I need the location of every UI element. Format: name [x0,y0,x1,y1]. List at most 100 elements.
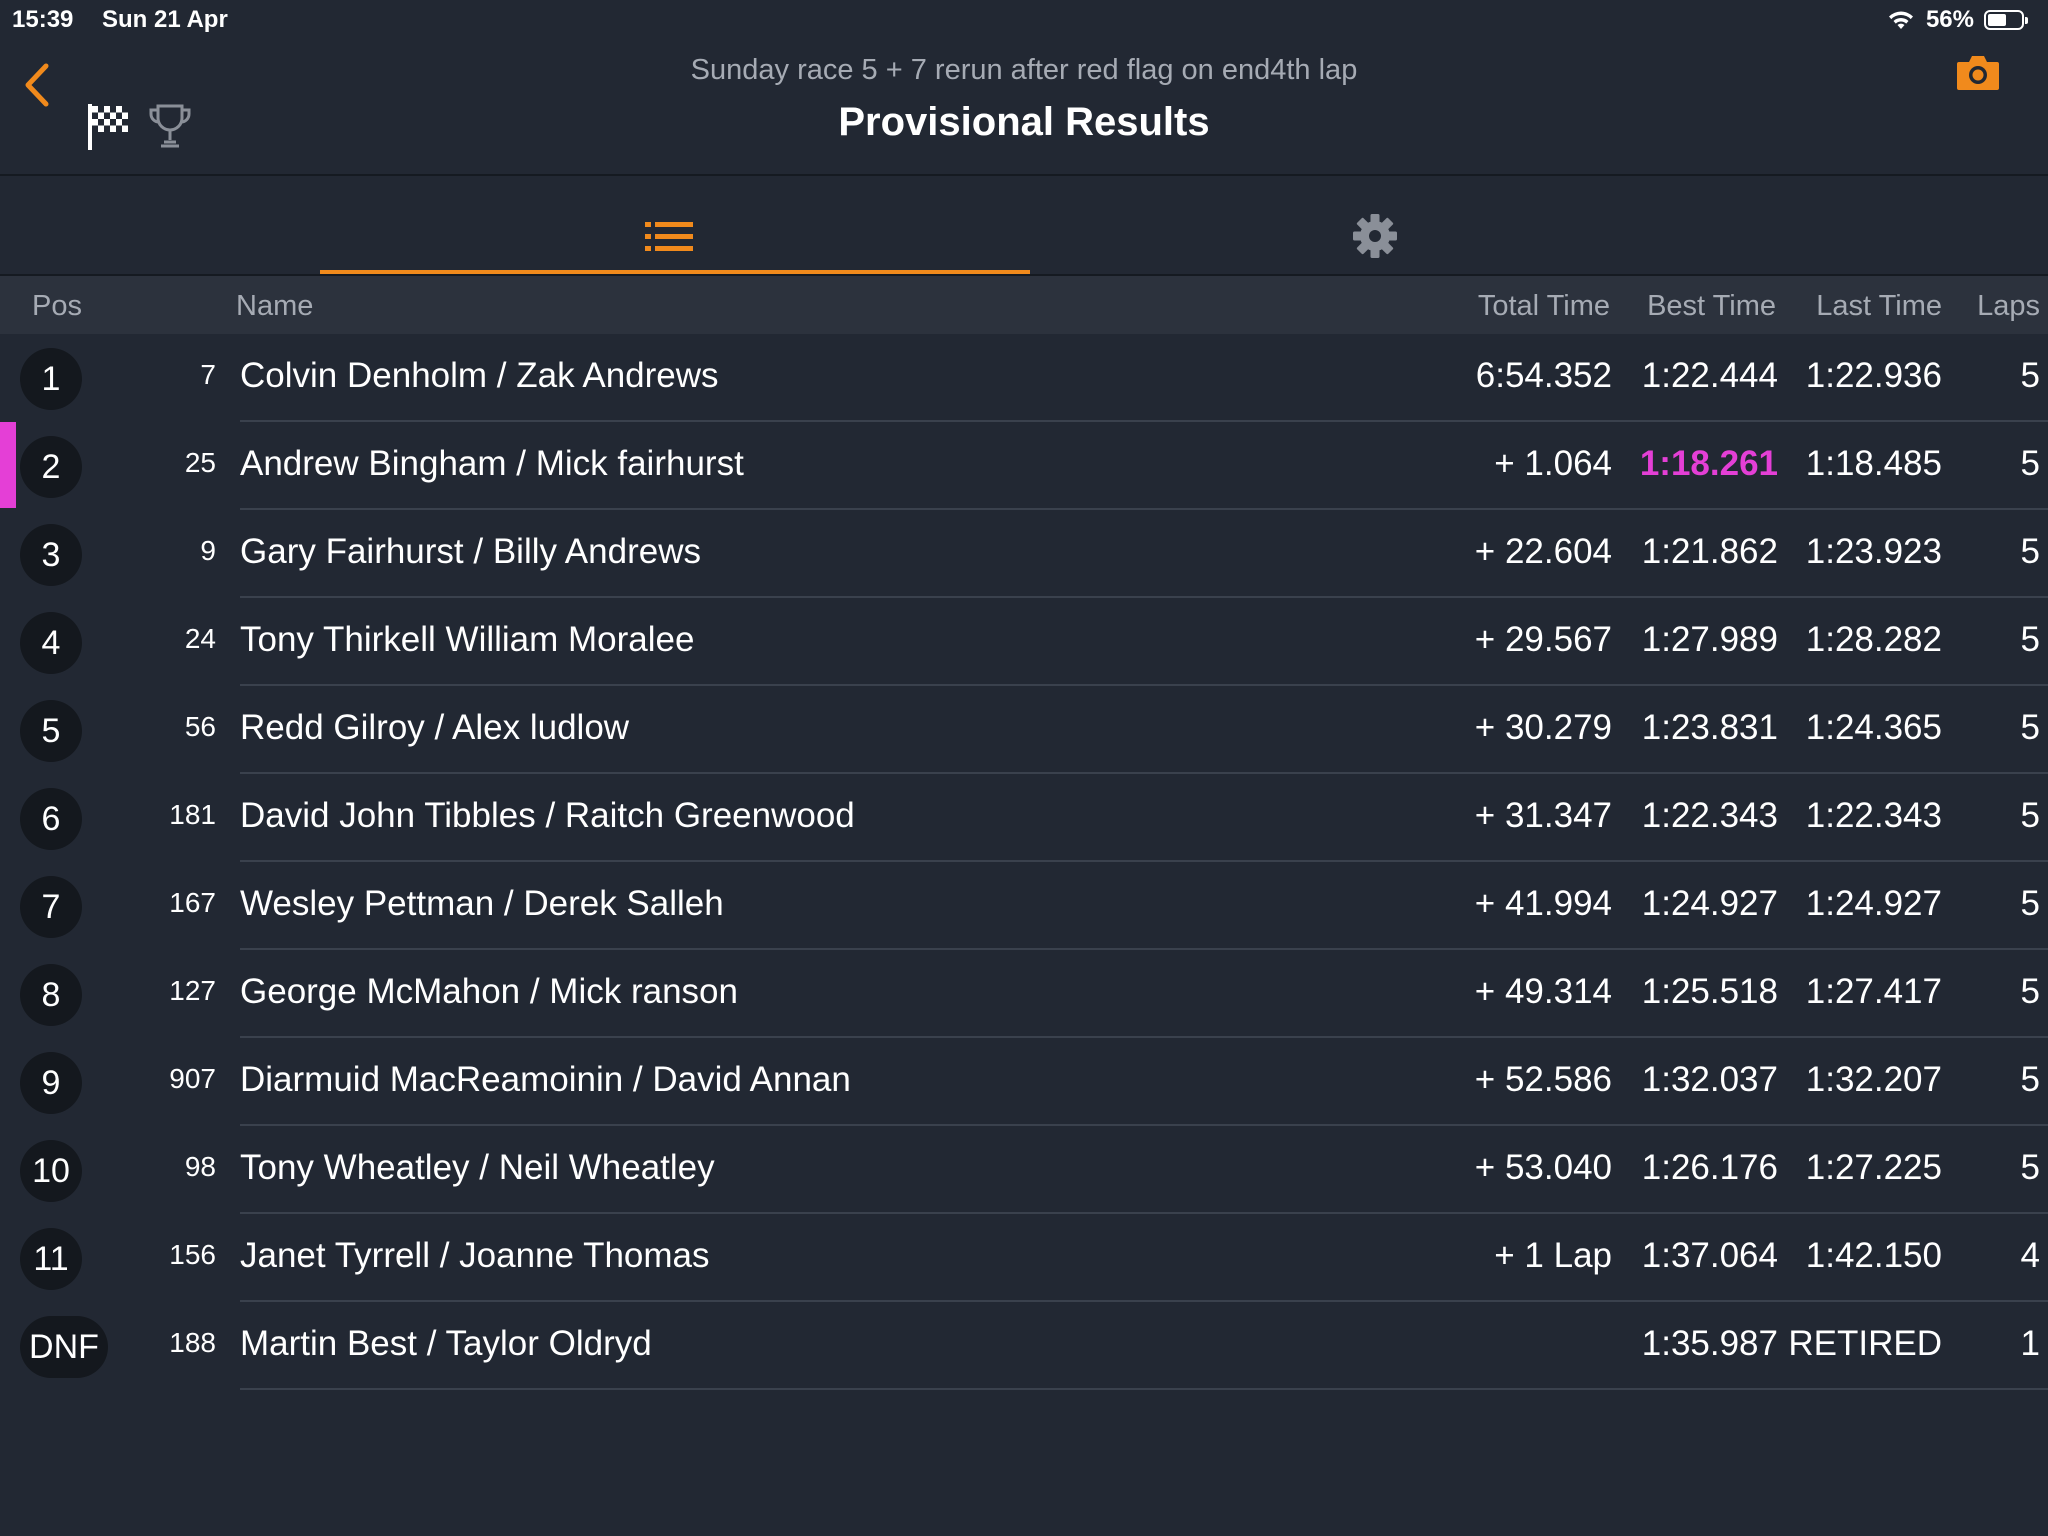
col-header-total-time[interactable]: Total Time [1477,290,1610,322]
status-bar: 15:39 Sun 21 Apr 56% [0,0,2048,40]
total-time: + 29.567 [1474,620,1612,659]
col-header-name[interactable]: Name [236,290,314,322]
total-time: + 1 Lap [1494,1236,1612,1275]
last-time: RETIRED [1788,1324,1942,1363]
gear-icon [1353,214,1397,258]
trophy-icon[interactable] [148,102,192,150]
row-marker [0,1302,16,1388]
last-time: 1:22.343 [1805,796,1942,835]
laps-count: 5 [2020,620,2040,659]
col-header-last-time[interactable]: Last Time [1816,290,1942,322]
best-time: 1:22.343 [1641,796,1778,835]
best-time: 1:25.518 [1641,972,1778,1011]
table-row[interactable]: 10 98 Tony Wheatley / Neil Wheatley + 53.04… [0,1126,2048,1214]
driver-names: Janet Tyrrell / Joanne Thomas [240,1236,710,1275]
driver-names: Wesley Pettman / Derek Salleh [240,884,724,923]
row-marker [0,774,16,860]
position-badge: 2 [20,436,82,498]
wifi-icon [1888,11,1913,29]
best-time: 1:23.831 [1641,708,1778,747]
last-time: 1:32.207 [1805,1060,1942,1099]
total-time: + 53.040 [1474,1148,1612,1187]
table-row[interactable]: 7 167 Wesley Pettman / Derek Salleh + 41.99… [0,862,2048,950]
car-number: 98 [184,1151,216,1182]
laps-count: 5 [2020,356,2040,395]
battery-fill [1988,14,2006,26]
position-badge: 5 [20,700,82,762]
laps-count: 5 [2020,972,2040,1011]
last-time: 1:42.150 [1805,1236,1942,1275]
last-time: 1:22.936 [1805,356,1942,395]
total-time: 6:54.352 [1475,356,1612,395]
car-number: 167 [169,887,216,918]
laps-count: 1 [2020,1324,2040,1363]
laps-count: 5 [2020,1148,2040,1187]
status-date: Sun 21 Apr [102,6,228,33]
table-row[interactable]: 11 156 Janet Tyrrell / Joanne Thomas + 1 La… [0,1214,2048,1302]
race-subtitle: Sunday race 5 + 7 rerun after red flag o… [690,54,1358,86]
driver-names: Martin Best / Taylor Oldryd [240,1324,652,1363]
car-number: 127 [169,975,216,1006]
best-time: 1:22.444 [1641,356,1778,395]
back-chevron-icon[interactable] [18,60,58,110]
row-marker [0,598,16,684]
nav-header: Sunday race 5 + 7 rerun after red flag o… [0,40,2048,176]
laps-count: 4 [2020,1236,2040,1275]
laps-count: 5 [2020,532,2040,571]
position-badge: 8 [20,964,82,1026]
driver-names: David John Tibbles / Raitch Greenwood [240,796,855,835]
table-row[interactable]: 3 9 Gary Fairhurst / Billy Andrews + 22.604… [0,510,2048,598]
driver-names: Andrew Bingham / Mick fairhurst [240,444,744,483]
laps-count: 5 [2020,444,2040,483]
car-number: 907 [169,1063,216,1094]
total-time: + 22.604 [1474,532,1612,571]
camera-icon[interactable] [1955,52,2001,92]
car-number: 24 [184,623,216,654]
best-time: 1:27.989 [1641,620,1778,659]
table-row[interactable]: 9 907 Diarmuid MacReamoinin / David Annan +… [0,1038,2048,1126]
driver-names: Tony Thirkell William Moralee [240,620,695,659]
last-time: 1:24.927 [1805,884,1942,923]
col-header-best-time[interactable]: Best Time [1647,290,1776,322]
total-time: + 49.314 [1474,972,1612,1011]
laps-count: 5 [2020,1060,2040,1099]
best-time: 1:24.927 [1641,884,1778,923]
col-header-laps[interactable]: Laps [1977,290,2040,322]
laps-count: 5 [2020,708,2040,747]
driver-names: Diarmuid MacReamoinin / David Annan [240,1060,851,1099]
table-row[interactable]: 5 56 Redd Gilroy / Alex ludlow + 30.279 1:23… [0,686,2048,774]
position-badge: 7 [20,876,82,938]
checkered-flag-icon[interactable] [86,102,130,152]
table-row[interactable]: 6 181 David John Tibbles / Raitch Greenwoo… [0,774,2048,862]
driver-names: Colvin Denholm / Zak Andrews [240,356,719,395]
row-marker [0,1038,16,1124]
position-badge: 4 [20,612,82,674]
view-tabs [0,176,2048,276]
row-marker [0,862,16,948]
table-row[interactable]: 4 24 Tony Thirkell William Moralee + 29.567… [0,598,2048,686]
row-marker [0,686,16,772]
col-header-pos[interactable]: Pos [32,290,82,322]
position-badge: 6 [20,788,82,850]
best-time: 1:21.862 [1641,532,1778,571]
car-number: 25 [184,447,216,478]
best-time: 1:32.037 [1641,1060,1778,1099]
tab-results-list[interactable] [320,176,1030,274]
tab-settings[interactable] [1030,176,1720,274]
laps-count: 5 [2020,884,2040,923]
car-number: 9 [200,535,216,566]
driver-names: George McMahon / Mick ranson [240,972,738,1011]
driver-names: Tony Wheatley / Neil Wheatley [240,1148,715,1187]
last-time: 1:23.923 [1805,532,1942,571]
table-row[interactable]: 8 127 George McMahon / Mick ranson + 49.314… [0,950,2048,1038]
car-number: 7 [200,359,216,390]
best-time: 1:18.261 [1639,444,1778,483]
last-time: 1:27.417 [1805,972,1942,1011]
last-time: 1:18.485 [1805,444,1942,483]
table-row[interactable]: DNF 188 Martin Best / Taylor Oldryd 1:35.98… [0,1302,2048,1390]
row-marker [0,422,16,508]
table-row[interactable]: 2 25 Andrew Bingham / Mick fairhurst + 1.06… [0,422,2048,510]
position-badge: 10 [20,1140,82,1202]
driver-names: Gary Fairhurst / Billy Andrews [240,532,701,571]
table-row[interactable]: 1 7 Colvin Denholm / Zak Andrews 6:54.352 1:… [0,334,2048,422]
